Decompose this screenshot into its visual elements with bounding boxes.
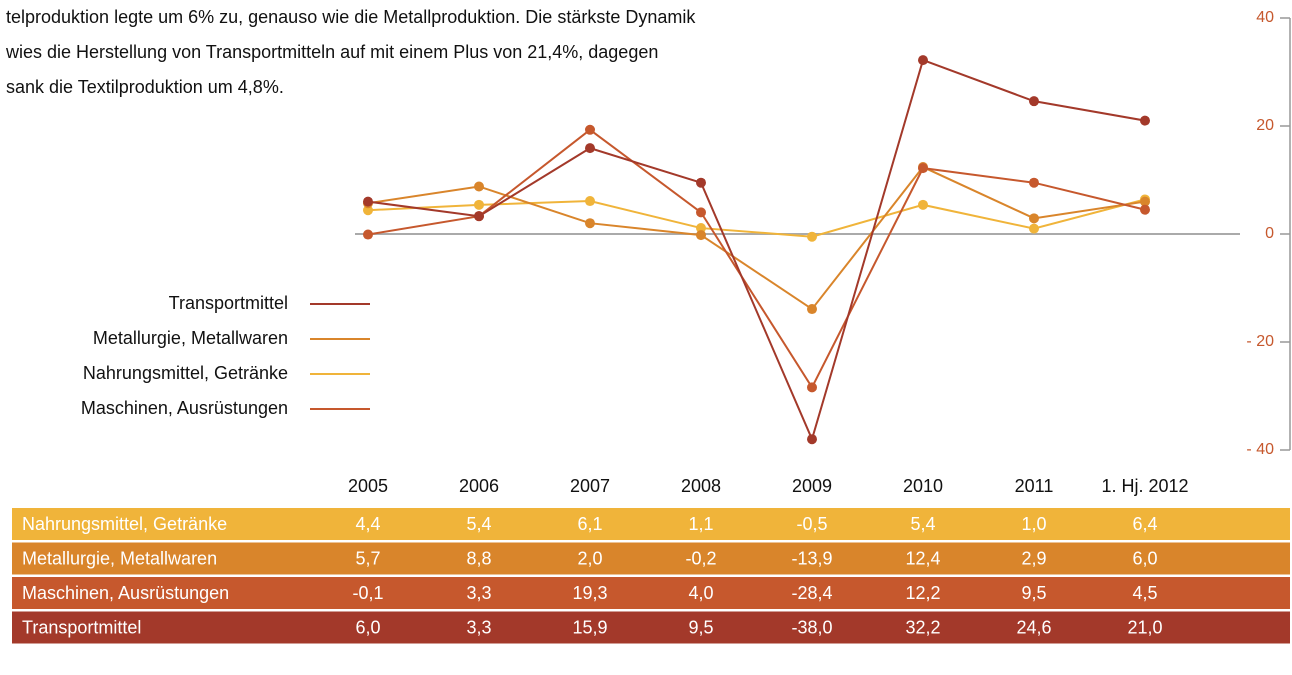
data-point	[1029, 96, 1039, 107]
table-row	[12, 508, 1290, 540]
table-cell: 4,0	[688, 583, 713, 603]
data-point	[696, 230, 706, 241]
x-tick-label: 2011	[1015, 476, 1054, 496]
legend-label: Transportmittel	[169, 293, 288, 313]
x-tick-label: 2008	[681, 476, 721, 496]
table-cell: 32,2	[905, 617, 940, 637]
data-point	[807, 231, 817, 242]
data-point	[696, 177, 706, 188]
table-cell: -13,9	[791, 548, 832, 568]
body-text: wies die Herstellung von Transportmittel…	[5, 42, 658, 62]
table-cell: 6,4	[1132, 514, 1157, 534]
table-cell: 3,3	[466, 583, 491, 603]
legend-label: Nahrungsmittel, Getränke	[83, 363, 288, 383]
table-cell: 4,4	[355, 514, 380, 534]
data-point	[807, 304, 817, 315]
table-cell: 6,0	[355, 617, 380, 637]
table-cell: 6,0	[1132, 548, 1157, 568]
series-line	[367, 58, 1146, 443]
x-tick-label: 2010	[903, 476, 943, 496]
x-tick-label: 2007	[570, 476, 610, 496]
data-point	[363, 205, 373, 216]
table-row	[12, 577, 1290, 609]
legend-label: Maschinen, Ausrüstungen	[81, 398, 288, 418]
table-row	[12, 611, 1290, 644]
table-cell: 9,5	[688, 617, 713, 637]
table-cell: 5,4	[910, 514, 935, 534]
table-cell: 12,2	[905, 583, 940, 603]
x-tick-label: 2005	[348, 476, 388, 496]
data-point	[696, 223, 706, 234]
table-cell: 19,3	[572, 583, 607, 603]
data-point	[474, 181, 484, 192]
table-cell: 6,1	[577, 514, 602, 534]
data-point	[807, 382, 817, 393]
series-line	[367, 198, 1146, 238]
table-cell: 5,4	[466, 514, 491, 534]
data-point	[807, 434, 817, 445]
row-label: Maschinen, Ausrüstungen	[22, 583, 229, 603]
table-cell: 9,5	[1021, 583, 1046, 603]
table-cell: 24,6	[1016, 617, 1051, 637]
data-point	[1140, 115, 1150, 126]
data-point	[585, 124, 595, 135]
row-label: Nahrungsmittel, Getränke	[22, 514, 227, 534]
data-point	[1140, 196, 1150, 207]
table-cell: 1,1	[688, 514, 713, 534]
table-cell: 3,3	[466, 617, 491, 637]
data-point	[474, 199, 484, 210]
table-cell: -28,4	[791, 583, 832, 603]
data-point	[585, 218, 595, 229]
data-point	[918, 55, 928, 66]
data-point	[363, 229, 373, 240]
data-point	[1029, 223, 1039, 234]
x-tick-label: 1. Hj. 2012	[1101, 476, 1188, 496]
table-cell: 15,9	[572, 617, 607, 637]
series-line	[367, 128, 1146, 390]
legend-label: Metallurgie, Metallwaren	[93, 328, 288, 348]
data-point	[696, 207, 706, 218]
body-text: telproduktion legte um 6% zu, genauso wi…	[6, 7, 696, 27]
x-tick-label: 2009	[792, 476, 832, 496]
row-label: Transportmittel	[22, 617, 141, 637]
y-tick-label: - 20	[1246, 333, 1274, 350]
table-cell: -0,5	[796, 514, 827, 534]
table-cell: -0,2	[685, 548, 716, 568]
data-point	[918, 199, 928, 210]
row-label: Metallurgie, Metallwaren	[22, 548, 217, 568]
table-cell: 8,8	[466, 548, 491, 568]
table-cell: -38,0	[791, 617, 832, 637]
series-line	[367, 165, 1146, 311]
table-cell: 21,0	[1127, 617, 1162, 637]
table-cell: 5,7	[355, 548, 380, 568]
data-point	[1029, 177, 1039, 188]
data-point	[585, 143, 595, 154]
data-point	[474, 211, 484, 222]
table-cell: 12,4	[905, 548, 940, 568]
table-cell: 2,9	[1021, 548, 1046, 568]
body-text: sank die Textilproduktion um 4,8%.	[6, 77, 284, 97]
x-tick-label: 2006	[459, 476, 499, 496]
y-tick-label: 40	[1256, 9, 1274, 26]
table-row	[12, 542, 1290, 575]
y-tick-label: 20	[1256, 117, 1274, 134]
data-point	[585, 196, 595, 207]
table-cell: 2,0	[577, 548, 602, 568]
data-point	[918, 163, 928, 174]
data-point	[1140, 204, 1150, 215]
data-point	[363, 196, 373, 207]
data-point	[1029, 213, 1039, 224]
table-cell: 1,0	[1021, 514, 1046, 534]
table-cell: -0,1	[352, 583, 383, 603]
y-tick-label: - 40	[1246, 441, 1274, 458]
y-tick-label: 0	[1265, 225, 1274, 242]
table-cell: 4,5	[1132, 583, 1157, 603]
